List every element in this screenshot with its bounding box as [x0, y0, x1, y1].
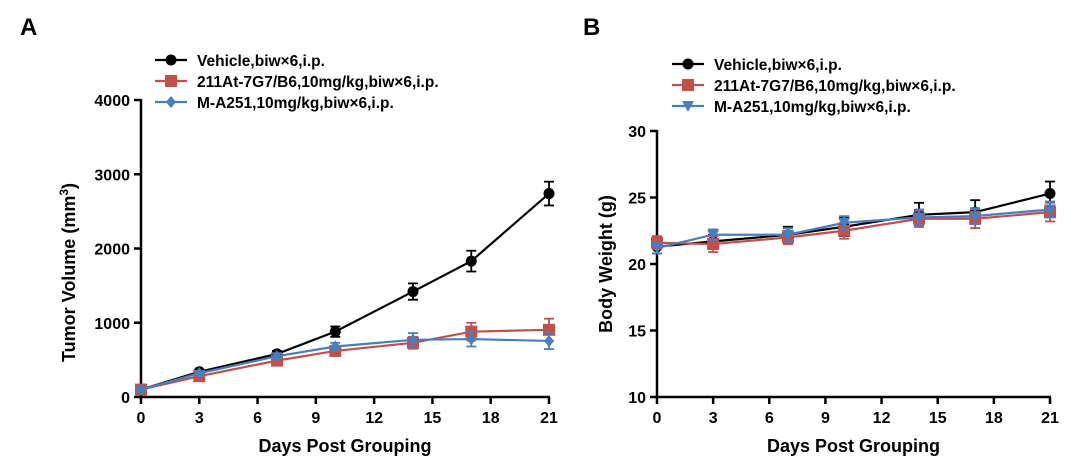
x-tick-label: 21 [1041, 410, 1059, 427]
y-tick-label: 15 [628, 324, 646, 341]
data-point [272, 350, 282, 363]
data-point [651, 243, 663, 255]
data-point [913, 212, 925, 224]
legend-marker [165, 54, 177, 66]
panel-b-letter: B [583, 14, 600, 41]
data-point [707, 238, 720, 251]
data-point [838, 217, 851, 229]
x-tick-label: 18 [985, 410, 1003, 427]
x-tick-label: 18 [482, 410, 500, 427]
y-tick-label: 1000 [94, 316, 130, 333]
data-point [838, 224, 851, 237]
data-point [330, 340, 341, 353]
x-tick-label: 3 [709, 410, 718, 427]
y-tick-label: 20 [628, 257, 646, 274]
data-point [543, 188, 555, 200]
legend-marker [682, 79, 694, 91]
legend-marker [166, 96, 176, 108]
x-tick-label: 6 [765, 410, 774, 427]
data-point [194, 367, 205, 380]
series-0 [135, 180, 555, 396]
data-point [465, 255, 477, 267]
legend-label: M-A251,10mg/kg,biw×6,i.p. [197, 95, 394, 112]
y-tick-label: 10 [628, 390, 646, 407]
series-line [140, 192, 550, 391]
x-tick-label: 21 [540, 410, 558, 427]
y-tick-label: 2000 [94, 242, 130, 259]
y-tick-label: 3000 [94, 167, 130, 184]
data-point [782, 229, 794, 241]
panel-a-chart: 0 3 6 9 12 15 18 21 0 1000 2000 3000 4000 Days Post G… [57, 53, 558, 456]
x-tick-label: 15 [424, 410, 442, 427]
data-point [1044, 188, 1056, 200]
x-tick-label: 15 [929, 410, 947, 427]
y-tick-label: 0 [121, 390, 130, 407]
legend-marker [165, 75, 177, 87]
y-tick-label: 4000 [94, 93, 130, 110]
y-axis-title: Body Weight (g) [596, 195, 616, 333]
data-point [408, 333, 418, 346]
data-point [969, 211, 982, 223]
data-point [1044, 204, 1056, 216]
y-tick-label: 30 [628, 124, 646, 141]
legend-label: 211At-7G7/B6,10mg/kg,biw×6,i.p. [714, 78, 956, 95]
series-2 [136, 330, 554, 396]
panel-b-chart: 0 3 6 9 12 15 18 21 10 15 20 25 30 Days Post Grouping… [596, 57, 1059, 456]
x-tick-label: 0 [653, 410, 662, 427]
legend-label: 211At-7G7/B6,10mg/kg,biw×6,i.p. [197, 74, 439, 91]
legend-marker [682, 58, 694, 70]
panel-a-letter: A [20, 14, 37, 41]
x-tick-label: 0 [137, 410, 146, 427]
x-tick-label: 9 [821, 410, 830, 427]
series-1 [651, 201, 1056, 253]
data-point [466, 333, 477, 346]
data-point [707, 229, 720, 241]
x-axis-title: Days Post Grouping [258, 436, 431, 456]
series-2 [651, 200, 1056, 255]
y-axis-title: Tumor Volume (mm3) [57, 183, 79, 362]
x-tick-label: 9 [311, 410, 320, 427]
x-tick-label: 12 [365, 410, 383, 427]
data-point [544, 334, 554, 347]
data-point [136, 383, 146, 396]
legend-label: Vehicle,biw×6,i.p. [714, 57, 842, 74]
data-point [329, 326, 341, 338]
x-tick-label: 12 [873, 410, 891, 427]
legend-label: Vehicle,biw×6,i.p. [197, 53, 325, 70]
legend-label: M-A251,10mg/kg,biw×6,i.p. [714, 99, 911, 116]
legend-marker [682, 101, 694, 112]
y-tick-label: 25 [628, 191, 646, 208]
x-tick-label: 6 [253, 410, 262, 427]
series-1 [135, 317, 555, 396]
x-tick-label: 3 [195, 410, 204, 427]
data-point [407, 286, 419, 298]
x-axis-title: Days Post Grouping [767, 436, 940, 456]
